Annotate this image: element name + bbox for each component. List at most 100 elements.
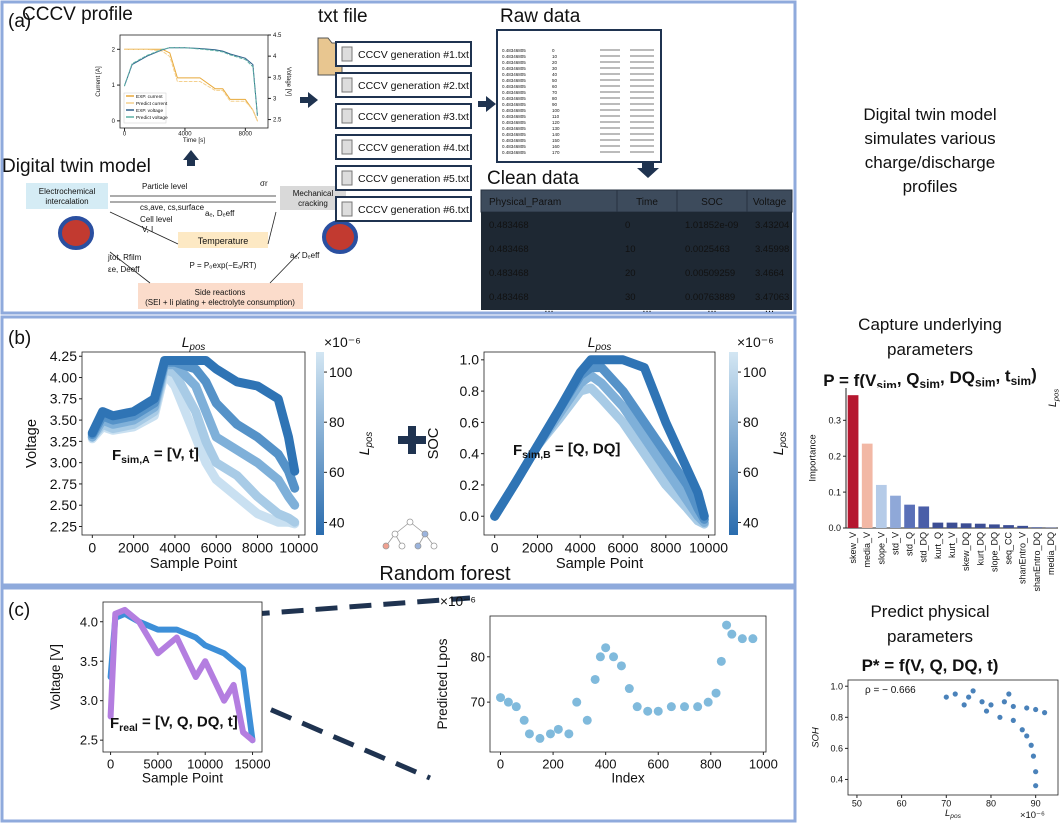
raw-cell: 0.48346805: [502, 132, 526, 137]
file-box: [335, 103, 472, 129]
x-tick-label: 0: [123, 132, 127, 138]
file-icon: [341, 108, 353, 124]
clean-title: Clean data: [487, 168, 579, 189]
annotation-part: ρ = − 0.666: [865, 685, 916, 696]
annotation-part: sim,B: [522, 449, 551, 461]
data-line: [87, 356, 300, 476]
chart-title: Lpos: [182, 334, 206, 353]
arrow: [478, 96, 496, 112]
y-tick-label: 0.8: [830, 712, 843, 722]
chart-title-part: pos: [189, 342, 206, 353]
data-point: [1001, 699, 1007, 705]
y-axis-label: SOH: [810, 727, 821, 748]
y2-tick-label: 3: [273, 97, 277, 103]
plot-area: [847, 679, 1059, 796]
formula: P* = f(V, Q, DQ, t): [862, 656, 999, 675]
data-point: [553, 724, 563, 734]
legend-label: EXP. current: [136, 94, 163, 100]
raw-cell: 0.48346805: [502, 54, 526, 59]
annotation: ρ = − 0.666: [865, 685, 916, 696]
bar: [989, 524, 1000, 528]
x-tick-label: 200: [542, 756, 564, 771]
arrow: [183, 150, 199, 166]
chart-title-part: pos: [595, 342, 612, 353]
data-point: [952, 691, 958, 697]
y-tick-label: 0.3: [828, 415, 841, 425]
panel-label: (b): [8, 328, 31, 349]
x-axis-label: Lpos: [945, 808, 962, 820]
data-point: [535, 733, 545, 743]
header-text: Physical_Param: [489, 197, 561, 208]
ellipsis: ...: [544, 303, 553, 315]
raw-cell: 0.48346805: [502, 66, 526, 71]
x-axis-label-part: L: [945, 808, 950, 819]
x-tick-label: kurt_DQ: [975, 532, 985, 566]
y-tick-label: 1.0: [830, 681, 843, 691]
x-tick-label: 4000: [159, 540, 190, 556]
data-point: [609, 652, 619, 662]
formula-part: , Q: [897, 369, 920, 388]
plus-sign: [398, 426, 426, 454]
y-tick-label: 3.50: [50, 412, 77, 428]
x-tick-label: 1000: [749, 756, 778, 771]
raw-cell: 90: [552, 102, 558, 107]
raw-cell: 20: [552, 60, 558, 65]
bar: [1017, 525, 1029, 528]
raw-cell: 0.48346805: [502, 72, 526, 77]
x-tick-label: 8000: [239, 132, 253, 138]
raw-cell: 40: [552, 72, 558, 77]
annotation-part: sim,A: [121, 454, 150, 466]
legend-box: [123, 92, 167, 124]
y-tick-label: 0: [112, 119, 116, 125]
y2-tick-label: 4: [273, 54, 277, 60]
cell: 20: [625, 268, 636, 279]
data-point: [1010, 703, 1016, 710]
bar: [904, 504, 915, 528]
file-name: CCCV generation #1.txt: [358, 49, 469, 61]
x-tick-label: 70: [941, 798, 951, 808]
raw-filler: [600, 151, 620, 153]
x-tick-label: std_Q: [905, 532, 915, 556]
data-point: [590, 674, 600, 684]
annotation-part: F: [513, 442, 522, 459]
file-name: CCCV generation #6.txt: [358, 204, 469, 216]
caption: simulates various: [864, 129, 995, 148]
x-tick-label: 5000: [143, 756, 172, 771]
x-tick-label: 400: [595, 756, 617, 771]
particle-icon: [322, 220, 358, 254]
y-tick-label: 2.50: [50, 497, 77, 513]
data-point: [503, 697, 513, 707]
data-line: [107, 606, 256, 744]
colorbar: [316, 352, 324, 535]
side-label: Lpos: [1047, 389, 1060, 407]
file-icon: [341, 201, 353, 217]
x-axis-label: Index: [611, 771, 645, 786]
raw-filler: [630, 55, 654, 57]
x-tick-label: 90: [1031, 798, 1041, 808]
plot-area: [489, 615, 767, 753]
x-tick-label: std_V: [890, 532, 900, 555]
y-axis-label: Voltage [V]: [48, 644, 63, 710]
x-tick-label: 60: [897, 798, 907, 808]
row-bg: [481, 260, 792, 284]
formula-part: P = f(V: [823, 371, 877, 390]
x-tick-label: 8000: [242, 540, 273, 556]
cell: 0.483468: [489, 268, 529, 279]
y-tick-label: 3.25: [50, 433, 77, 449]
chart-title: CCCV profile: [22, 4, 133, 25]
bar: [875, 484, 887, 528]
y-tick-label: 1.0: [460, 352, 480, 368]
side-label-part: pos: [1051, 389, 1060, 402]
box: [138, 283, 303, 309]
file-box: [335, 165, 472, 191]
diagram-label: Temperature: [198, 236, 249, 246]
x-tick-label: 0: [107, 756, 114, 771]
y-tick-label: 2.75: [50, 476, 77, 492]
raw-cell: 0.48346805: [502, 96, 526, 101]
plot-area: [102, 601, 263, 753]
data-point: [1019, 727, 1025, 733]
y-axis-label: SOC: [426, 427, 442, 459]
x-tick-label: 10000: [279, 540, 318, 556]
diagram-label: Cell level: [140, 215, 173, 224]
annotation-part: = [V, t]: [150, 446, 199, 463]
